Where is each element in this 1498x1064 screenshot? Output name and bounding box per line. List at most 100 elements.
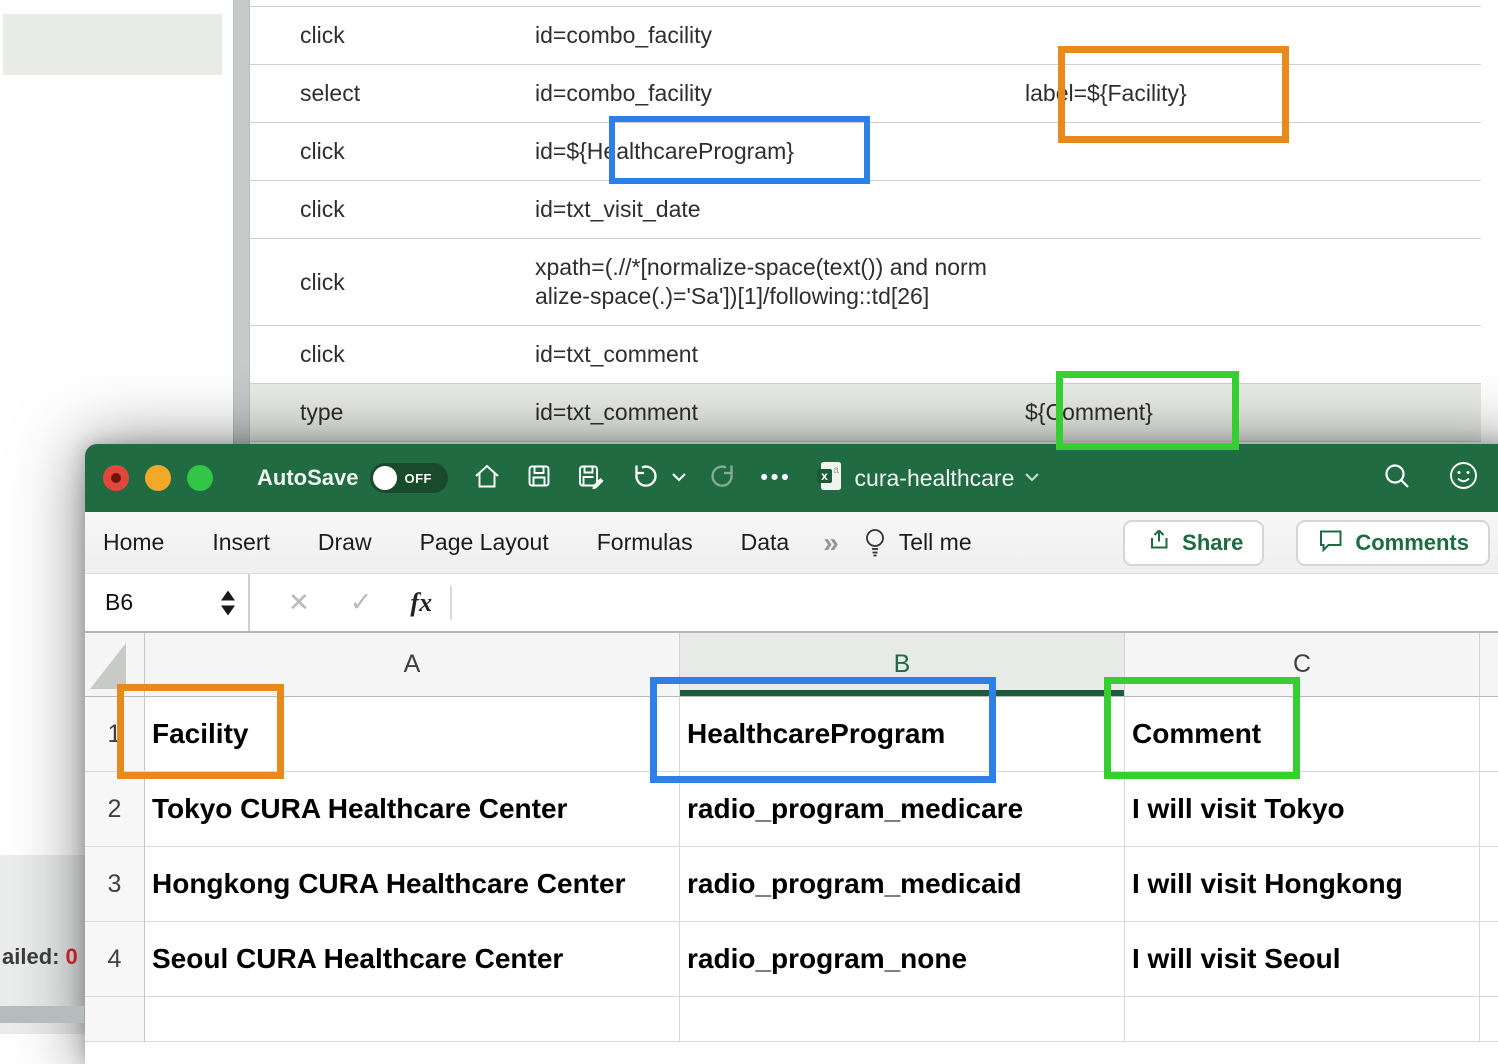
confirm-entry-icon[interactable]: ✓ [349,587,373,617]
annotation-box-facility-column [117,684,284,779]
row-header-2[interactable]: 2 [85,772,145,847]
search-icon[interactable] [1382,461,1412,496]
insert-function-icon[interactable]: fx [410,587,433,617]
row-header-4[interactable]: 4 [85,922,145,997]
stepper-down-icon[interactable] [221,605,235,615]
step-command: type [300,399,344,425]
cell-d5[interactable] [1480,997,1498,1042]
tell-me-label[interactable]: Tell me [898,529,972,555]
tab-page-layout[interactable]: Page Layout [419,529,549,555]
cell-a3[interactable]: Hongkong CURA Healthcare Center [145,847,680,922]
failed-label: ailed: [2,944,60,969]
step-command: click [300,268,345,295]
test-steps-table: click id=combo_facility select id=combo_… [250,6,1481,442]
cell-a2[interactable]: Tokyo CURA Healthcare Center [145,772,680,847]
test-step-row[interactable]: click id=combo_facility [250,7,1481,65]
column-header-d[interactable] [1480,633,1498,697]
test-step-row[interactable]: click id=txt_visit_date [250,181,1481,239]
sheet-row-2: 2 Tokyo CURA Healthcare Center radio_pro… [85,772,1498,847]
test-step-row[interactable]: click id=txt_comment [250,326,1481,384]
toggle-knob [373,466,398,490]
zoom-window-button[interactable] [187,465,213,491]
name-box[interactable]: B6 [85,574,250,631]
step-value: label=${Facility} [1025,80,1187,106]
step-value: ${Comment} [1025,399,1153,425]
step-target: id=txt_visit_date [535,196,701,222]
share-icon [1144,526,1171,559]
share-button[interactable]: Share [1123,519,1265,566]
cell-b4[interactable]: radio_program_none [680,922,1125,997]
cell-b1[interactable]: HealthcareProgram [680,697,1125,772]
ribbon-tab-bar: Home Insert Draw Page Layout Formulas Da… [85,512,1498,574]
step-command: click [300,341,345,367]
sheet-row-1: 1 Facility HealthcareProgram Comment [85,697,1498,772]
cancel-entry-icon[interactable]: ✕ [288,587,310,617]
step-command: click [300,138,345,164]
tab-home[interactable]: Home [103,529,165,555]
cell-c5[interactable] [1125,997,1480,1042]
cell-b5[interactable] [680,997,1125,1042]
tab-insert[interactable]: Insert [212,529,270,555]
save-as-icon[interactable] [576,462,608,495]
cell-a1[interactable]: Facility [145,697,680,772]
redo-icon[interactable] [709,462,737,495]
cell-c3[interactable]: I will visit Hongkong [1125,847,1480,922]
formula-bar-divider [450,585,453,620]
row-header-3[interactable]: 3 [85,847,145,922]
name-box-stepper[interactable] [221,590,235,615]
more-tabs-chevrons-icon[interactable]: » [823,526,839,558]
step-target: id=txt_comment [535,341,698,367]
step-target: id=combo_facility [535,80,713,106]
cell-d4[interactable] [1480,922,1498,997]
home-icon[interactable] [472,462,502,495]
excel-titlebar: AutoSave OFF [85,444,1498,512]
cell-b3[interactable]: radio_program_medicaid [680,847,1125,922]
failed-count: 0 [65,944,78,969]
sheet-row-5 [85,997,1498,1042]
column-header-c[interactable]: C [1125,633,1480,697]
row-header-5[interactable] [85,997,145,1042]
step-command: click [300,196,345,222]
annotation-box-comment-column [1104,677,1300,779]
comments-button[interactable]: Comments [1296,519,1490,566]
more-commands-icon[interactable]: ••• [760,466,792,489]
lightbulb-icon[interactable] [863,527,887,559]
cell-d1[interactable] [1480,697,1498,772]
close-window-button[interactable] [103,465,129,491]
test-step-row[interactable]: select id=combo_facility label=${Facilit… [250,65,1481,123]
step-command: click [300,22,345,48]
document-title: cura-healthcare [854,464,1015,491]
step-target: id=${HealthcareProgram} [535,138,794,164]
steps-scrollbar[interactable] [233,0,250,470]
autosave-toggle[interactable]: OFF [370,463,449,493]
tab-formulas[interactable]: Formulas [596,529,693,555]
step-command: select [300,80,361,106]
excel-window: AutoSave OFF [85,444,1498,1064]
smiley-feedback-icon[interactable] [1448,460,1479,496]
cell-d3[interactable] [1480,847,1498,922]
cell-a5[interactable] [145,997,680,1042]
title-chevron-down-icon[interactable] [1025,469,1040,487]
background-panel [3,14,222,75]
chevron-down-icon[interactable] [672,469,687,487]
cell-d2[interactable] [1480,772,1498,847]
test-step-row[interactable]: click xpath=(.//*[normalize-space(text()… [250,239,1481,326]
cell-b2[interactable]: radio_program_medicare [680,772,1125,847]
tab-data[interactable]: Data [740,529,790,555]
failed-status: ailed: 0 [2,944,78,970]
row-header-1[interactable]: 1 [85,697,145,772]
cell-c1[interactable]: Comment [1125,697,1480,772]
tab-draw[interactable]: Draw [317,529,372,555]
sheet-grid: A B C 1 Facility HealthcareProgram Comme… [85,633,1498,1042]
undo-icon[interactable] [631,462,659,495]
column-header-b[interactable]: B [680,633,1125,697]
save-icon[interactable] [525,462,553,495]
status-progress-bar [0,1006,84,1023]
cell-c2[interactable]: I will visit Tokyo [1125,772,1480,847]
test-step-row-selected[interactable]: type id=txt_comment ${Comment} [250,384,1481,442]
stepper-up-icon[interactable] [221,590,235,600]
minimize-window-button[interactable] [145,465,171,491]
cell-a4[interactable]: Seoul CURA Healthcare Center [145,922,680,997]
autosave-state: OFF [404,470,432,486]
cell-c4[interactable]: I will visit Seoul [1125,922,1480,997]
